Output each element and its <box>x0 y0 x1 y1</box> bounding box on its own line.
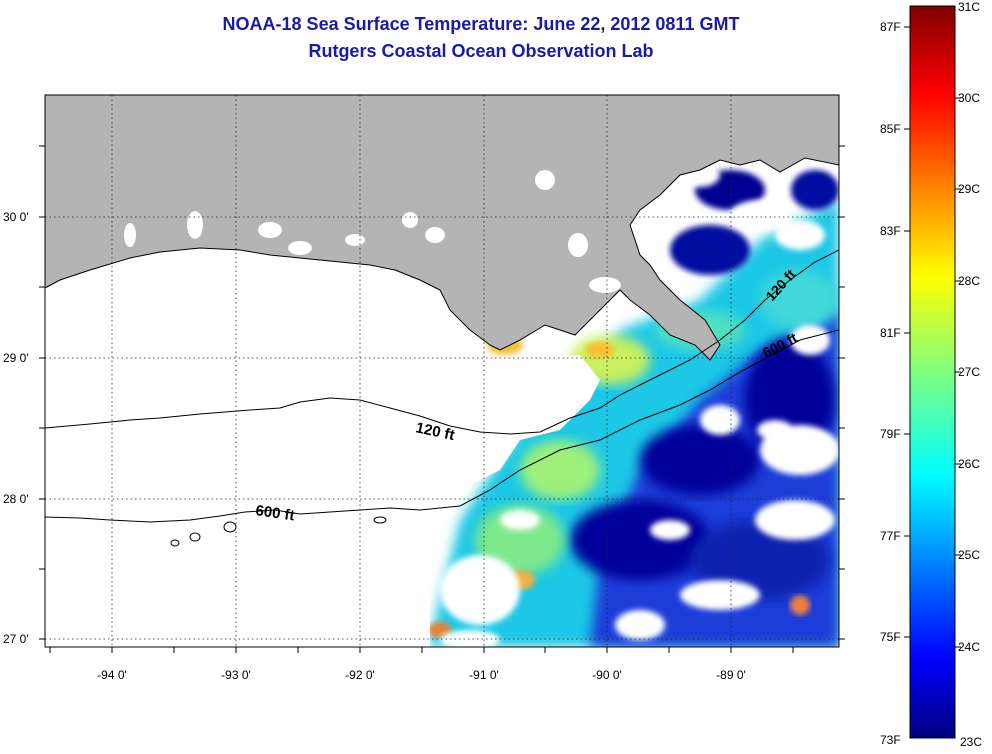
lat-label: 27 0' <box>3 632 29 646</box>
lon-label: -91 0' <box>469 668 499 682</box>
contour-label-600ft-west: 600 ft <box>254 502 295 524</box>
colorbar-c-label: 30C <box>958 91 980 105</box>
map-subtitle: Rutgers Coastal Ocean Observation Lab <box>308 41 654 61</box>
land-mass <box>45 95 839 361</box>
colorbar-f-label: 73F <box>880 733 901 747</box>
colorbar: 87F 85F 83F 81F 79F 77F 75F 73F 31C 30C … <box>880 0 982 749</box>
graticule <box>45 95 839 647</box>
map-area: 120 ft 600 ft 120 ft 600 ft <box>45 95 839 647</box>
lon-label: -94 0' <box>97 668 127 682</box>
inland-water <box>124 170 621 293</box>
colorbar-c-label: 27C <box>958 365 980 379</box>
lat-label: 30 0' <box>3 210 29 224</box>
map-frame <box>44 94 840 648</box>
colorbar-c-label: 23C <box>960 735 982 749</box>
colorbar-c-label: 25C <box>958 548 980 562</box>
lon-label: -93 0' <box>221 668 251 682</box>
axis-ticks <box>39 145 845 653</box>
colorbar-c-label: 29C <box>958 182 980 196</box>
colorbar-c-label: 31C <box>958 0 980 14</box>
colorbar-f-label: 87F <box>880 20 901 34</box>
colorbar-gradient <box>909 5 956 739</box>
map-title: NOAA-18 Sea Surface Temperature: June 22… <box>222 14 740 34</box>
colorbar-f-label: 83F <box>880 224 901 238</box>
colorbar-c-label: 24C <box>958 640 980 654</box>
cloud-region <box>45 290 600 647</box>
colorbar-c-label: 26C <box>958 457 980 471</box>
lon-label: -89 0' <box>716 668 746 682</box>
bathymetry-contours <box>45 249 839 547</box>
lon-label: -92 0' <box>345 668 375 682</box>
longitude-labels: -94 0' -93 0' -92 0' -91 0' -90 0' -89 0… <box>97 668 746 682</box>
lon-label: -90 0' <box>592 668 622 682</box>
latitude-labels: 27 0' 28 0' 29 0' 30 0' <box>3 210 29 646</box>
colorbar-f-label: 81F <box>880 326 901 340</box>
colorbar-c-label: 28C <box>958 274 980 288</box>
colorbar-f-label: 75F <box>880 630 901 644</box>
colorbar-f-label: 77F <box>880 529 901 543</box>
sst-field <box>428 163 839 647</box>
lat-label: 28 0' <box>3 492 29 506</box>
lat-label: 29 0' <box>3 351 29 365</box>
colorbar-f-label: 79F <box>880 427 901 441</box>
colorbar-f-label: 85F <box>880 122 901 136</box>
